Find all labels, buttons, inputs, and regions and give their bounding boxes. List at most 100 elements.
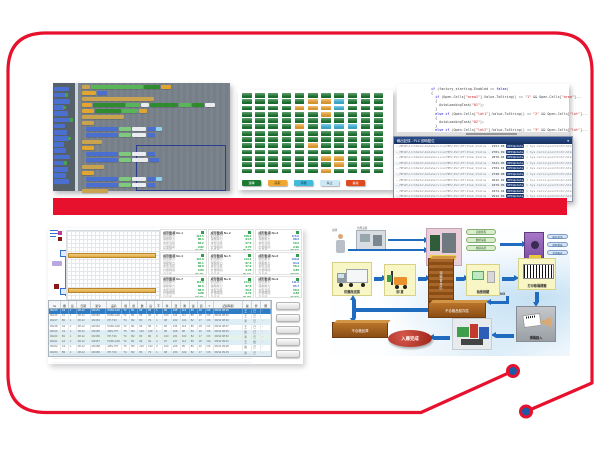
flow-node-reject-store: 不合格品庫 [332, 322, 388, 338]
machine-status-cell [255, 99, 265, 105]
code-block-row [82, 189, 108, 194]
code-block-row [82, 165, 104, 170]
machine-status-cell [307, 162, 318, 168]
machine-status-cell [373, 93, 384, 98]
red-marker-icon [54, 284, 59, 289]
machine-status-cell [347, 105, 358, 111]
ghost-row [52, 354, 252, 355]
log-row: ~_MES#\ArchData\DataService\MES\PLC\PT\I… [394, 149, 572, 156]
flow-arrowhead [350, 295, 357, 300]
timeline-grid [66, 230, 160, 300]
system-pill: 即時看板 [547, 242, 568, 247]
machine-status-cell [242, 137, 252, 142]
tiny-text-line [50, 233, 58, 234]
machine-status-cell [360, 130, 371, 136]
palette-block [54, 92, 68, 98]
palette-block [54, 179, 69, 184]
code-line: } [431, 107, 438, 112]
log-row: ~_MES#\ArchData\DataService\MES\PLC\PT\I… [394, 194, 572, 200]
ghost-row [52, 362, 252, 363]
machine-status-cell [321, 99, 331, 105]
machine-status-cell [321, 118, 331, 123]
machine-status-cell [294, 162, 305, 168]
code-editor-screenshot: if (factory_starting.Enabled == false){ … [397, 84, 588, 136]
machine-status-cell [255, 130, 265, 136]
code-block-row [86, 133, 155, 138]
flow-arrow [434, 336, 450, 340]
table-header-cell: 週 [198, 301, 206, 308]
code-block-row [82, 115, 124, 120]
machine-status-cell [242, 168, 252, 174]
machine-status-cell [321, 124, 331, 130]
table-header-cell: 日期 [77, 301, 91, 308]
machine-status-cell [294, 149, 305, 155]
machine-status-cell [373, 137, 384, 142]
machine-status-cell [334, 124, 344, 130]
flow-node-inspect: 抽檢檢驗 [466, 264, 500, 296]
machine-status-cell [307, 155, 318, 161]
table-row: 00217 B2 1 08-12 M2153 PP-T20 T4 B2 80 79 1 98 232 10… [49, 319, 272, 325]
machine-status-cell [373, 118, 384, 123]
machine-status-cell [294, 130, 305, 136]
machine-status-cell [373, 124, 384, 130]
table-header-cell: 良 [147, 301, 156, 308]
machine-status-cell [321, 111, 331, 117]
status-legend: 運轉 段取 待機 停止 異常 [242, 180, 365, 186]
system-pill: 條碼系統 [466, 245, 496, 251]
person-icon [334, 234, 347, 258]
machine-status-cell [321, 168, 331, 174]
log-row: ~_MES#\ArchData\DataService\MES\PLC\PT\I… [396, 177, 572, 182]
machine-status-cell [242, 93, 252, 98]
palette-block [54, 117, 73, 123]
machine-status-cell [360, 105, 371, 111]
log-panel-screenshot: 輸出記錄 - PLC 即時點位 ▾ ~_MES#\ArchData\DataSe… [393, 136, 573, 202]
machine-status-cell [321, 155, 331, 161]
palette-block [54, 111, 68, 116]
magenta-marker-icon [58, 231, 62, 235]
machine-status-cell [268, 124, 278, 130]
table-header-cell: 記錄時間 [214, 301, 244, 308]
machine-status-cell [360, 168, 371, 174]
machine-status-cell [360, 149, 371, 155]
palette-block [54, 86, 69, 92]
code-line: AutoLoadingTask("02"); [431, 119, 485, 124]
machine-status-cell [307, 99, 318, 105]
code-block-row [82, 97, 154, 102]
machine-status-cell [347, 130, 358, 136]
status-board-screenshot: 運轉 段取 待機 停止 異常 [238, 90, 393, 190]
machine-status-cell [307, 118, 318, 123]
machine-status-cell [321, 105, 331, 111]
machine-status-cell [334, 111, 344, 117]
status-grid [242, 93, 393, 174]
parameter-group: 成形監視 No.7 射出壓力 112.0 保壓壓力 86.6 金型溫度 58.0 計量時間 3.… [160, 275, 207, 298]
ng-label: NG [500, 292, 506, 296]
table-row: 00223 B3 1 08-12 M2159 PP-T20 T4 B2 80 79 1 98 230 10… [49, 350, 272, 356]
machine-status-cell [255, 124, 265, 130]
legend-chip: 運轉 [242, 180, 261, 186]
code-line: } [431, 123, 438, 128]
code-block-row [86, 183, 155, 188]
gantt-bar [68, 288, 156, 293]
machine-status-cell [242, 99, 252, 105]
machine-status-cell [347, 124, 358, 130]
machine-status-cell [268, 93, 278, 98]
person-label: 採購 [332, 229, 338, 232]
machine-status-cell [360, 93, 371, 98]
flow-node-barcode: 打印條碼標籤 [518, 258, 556, 290]
tag-chip-icon [52, 261, 62, 266]
log-row: ~_MES#\ArchData\DataService\MES\PLC\PT\I… [394, 160, 572, 167]
parameter-group: 成形監視 No.9 射出壓力 111.5 保壓壓力 85.7 金型溫度 58.6 計量時間 3.… [255, 275, 302, 298]
table-row: 00215 A3 1 08-12 M2151 PA66-G30 T2 B1 96 95 1 99 245… [49, 309, 272, 315]
machine-status-cell [334, 143, 344, 149]
parameter-groups: 成形監視 No.1 射出壓力 112.5 保壓壓力 86.0 金型溫度 58.2 計量時間 3.… [160, 229, 302, 298]
flow-node-scan: 掃碼錄入 [516, 306, 556, 342]
code-block-row [82, 140, 102, 145]
machine-status-cell [255, 155, 265, 161]
table-row: 00216 A1 1 08-12 M2152 PA66-G30 T2 B1 96 96 0 100 24… [49, 314, 272, 320]
machine-status-cell [255, 162, 265, 168]
code-block-row [86, 152, 155, 157]
table-row: 00219 C1 1 08-12 M2155 ABS-757 T6 B3 120 119 1 99 22… [49, 329, 272, 335]
machine-status-cell [268, 168, 278, 174]
machine-status-cell [347, 162, 358, 168]
